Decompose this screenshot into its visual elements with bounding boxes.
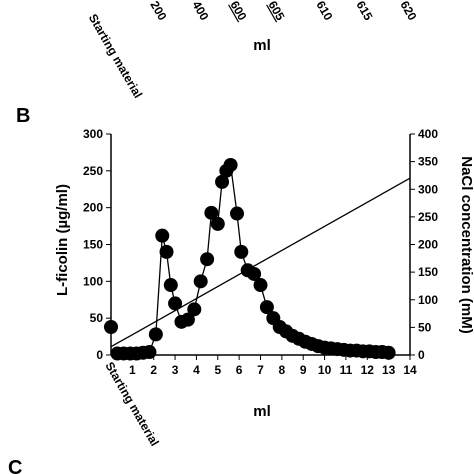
data-point	[163, 278, 178, 293]
x-tick-label: 8	[279, 363, 286, 377]
data-point	[253, 278, 268, 293]
x-tick-label: 5	[214, 363, 221, 377]
data-point	[210, 216, 225, 231]
series-line	[110, 177, 411, 348]
x-tick-label: 7	[257, 363, 264, 377]
data-point	[247, 266, 262, 281]
data-point	[193, 274, 208, 289]
x-tick-label: 14	[403, 363, 417, 377]
x-tick-label: 13	[382, 363, 396, 377]
top-tick-label: 400	[189, 0, 211, 23]
x-tick-label: 9	[300, 363, 307, 377]
data-point	[148, 327, 163, 342]
y2-tick-label: 100	[418, 293, 438, 307]
data-point	[381, 345, 396, 360]
y2-tick-label: 200	[418, 238, 438, 252]
top-tick-label: 200	[147, 0, 169, 23]
y-tick-label: 300	[83, 127, 103, 141]
y-tick-label: 150	[83, 238, 103, 252]
data-point	[215, 174, 230, 189]
data-point	[155, 228, 170, 243]
top-axis-label: ml	[253, 37, 271, 54]
y2-tick-label: 50	[418, 320, 432, 334]
y-tick-label: 100	[83, 274, 103, 288]
data-point	[168, 296, 183, 311]
top-tick-label: 605	[265, 0, 287, 23]
y2-tick-label: 350	[418, 155, 438, 169]
series-line	[117, 163, 389, 355]
top-tick-label: Starting material	[86, 11, 145, 100]
x-tick-label: 3	[172, 363, 179, 377]
x-tick-label: 6	[236, 363, 243, 377]
data-point	[200, 252, 215, 267]
y2-tick-label: 150	[418, 265, 438, 279]
top-tick-label: 600	[227, 0, 249, 23]
y-tick-label: 50	[90, 311, 104, 325]
x-tick-label: 2	[150, 363, 157, 377]
y2-tick-label: 400	[418, 127, 438, 141]
data-point	[142, 345, 157, 360]
y2-tick-label: 300	[418, 182, 438, 196]
data-point	[204, 205, 219, 220]
x-tick-label: 4	[193, 363, 200, 377]
x-tick-label: 1	[129, 363, 136, 377]
x-tick-label: 11	[340, 363, 353, 377]
x-axis-label: ml	[253, 403, 271, 420]
data-point	[187, 302, 202, 317]
y2-tick-label: 250	[418, 210, 438, 224]
y2-tick-label: 0	[418, 348, 425, 362]
data-point	[223, 157, 238, 172]
y-axis-label: L-ficolin (µg/ml)	[54, 184, 71, 296]
data-point	[159, 244, 174, 259]
data-point	[180, 312, 195, 327]
y-tick-label: 250	[83, 164, 103, 178]
x-tick-label: 10	[318, 363, 332, 377]
panel-label: C	[8, 457, 22, 474]
data-point	[259, 300, 274, 315]
top-tick-label: 620	[397, 0, 419, 23]
x-tick-label: 12	[361, 363, 375, 377]
y-tick-label: 0	[96, 348, 103, 362]
y-tick-label: 200	[83, 201, 103, 215]
panel-label: B	[16, 105, 30, 127]
data-point	[230, 206, 245, 221]
data-point	[104, 320, 118, 335]
data-point	[234, 244, 249, 259]
top-tick-label: 610	[313, 0, 335, 23]
y2-axis-label: NaCl concentration (mM)	[458, 156, 474, 334]
top-tick-label: 615	[353, 0, 375, 23]
